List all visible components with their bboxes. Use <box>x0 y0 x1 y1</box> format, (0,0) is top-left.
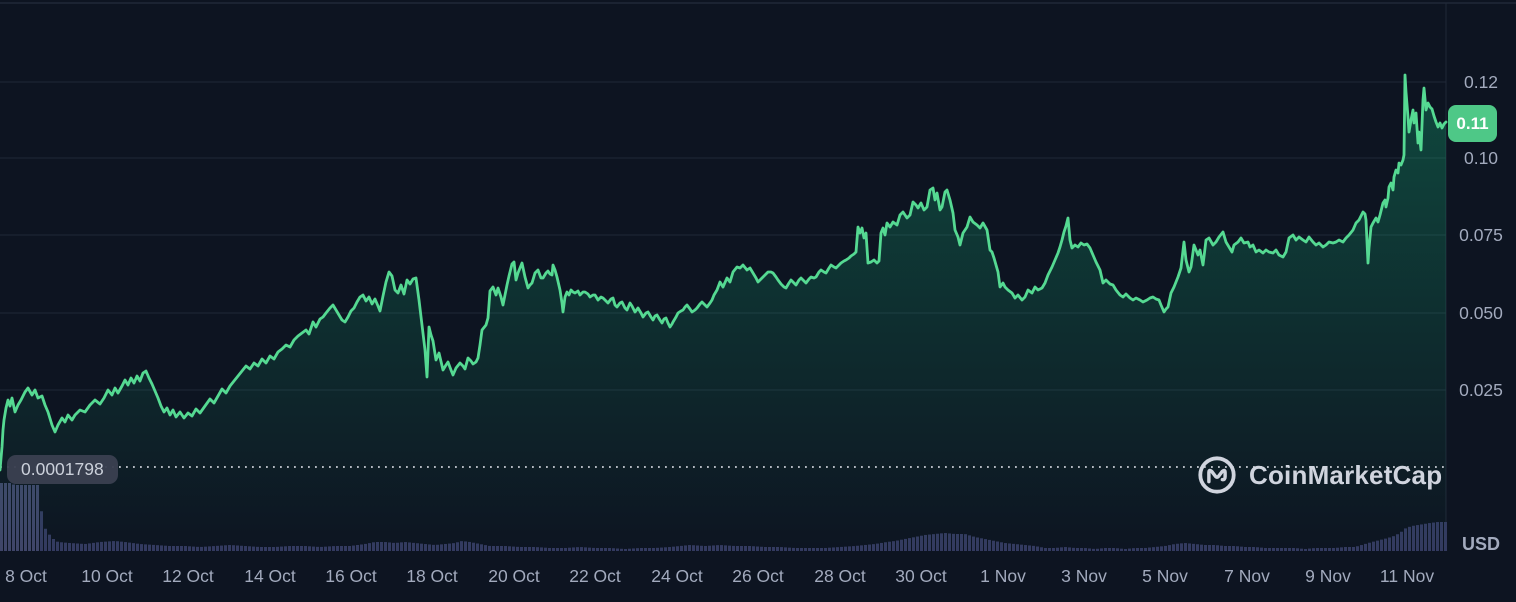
x-axis-tick-label: 7 Nov <box>1224 566 1270 586</box>
x-axis-tick-label: 18 Oct <box>406 566 458 586</box>
current-price-value: 0.11 <box>1456 113 1489 133</box>
x-axis-tick-label: 22 Oct <box>569 566 621 586</box>
x-axis-tick-label: 10 Oct <box>81 566 133 586</box>
y-axis-tick-label: 0.050 <box>1459 303 1503 323</box>
baseline-price-value: 0.0001798 <box>21 459 104 479</box>
x-axis-tick-label: 11 Nov <box>1379 566 1435 586</box>
y-axis-tick-label: 0.12 <box>1463 72 1499 92</box>
x-axis-tick-label: 9 Nov <box>1305 566 1351 586</box>
x-axis-tick-label: 5 Nov <box>1142 566 1188 586</box>
price-line <box>0 73 1448 472</box>
y-axis-tick-label: 0.10 <box>1463 148 1499 168</box>
current-price-badge: 0.11 <box>1448 105 1497 142</box>
coinmarketcap-logo-icon <box>1198 456 1236 494</box>
y-axis-unit-label: USD <box>1461 534 1500 554</box>
x-axis-tick-label: 20 Oct <box>488 566 540 586</box>
x-axis-tick-label: 30 Oct <box>895 566 947 586</box>
price-area-fill <box>0 75 1446 552</box>
x-axis-tick-label: 12 Oct <box>162 566 214 586</box>
x-axis-tick-label: 26 Oct <box>732 566 784 586</box>
x-axis-tick-label: 3 Nov <box>1061 566 1107 586</box>
x-axis-tick-label: 8 Oct <box>5 566 47 586</box>
coinmarketcap-wordmark: CoinMarketCap <box>1249 459 1443 490</box>
x-axis-tick-label: 28 Oct <box>814 566 866 586</box>
x-axis-tick-label: 14 Oct <box>244 566 296 586</box>
x-axis-tick-label: 16 Oct <box>325 566 377 586</box>
coinmarketcap-watermark: CoinMarketCap <box>1196 454 1442 496</box>
x-axis-tick-label: 24 Oct <box>651 566 703 586</box>
x-axis-tick-label: 1 Nov <box>980 566 1026 586</box>
y-axis-tick-label: 0.075 <box>1459 225 1503 245</box>
y-axis-tick-label: 0.025 <box>1459 380 1503 400</box>
baseline-price-badge: 0.0001798 <box>7 455 118 484</box>
